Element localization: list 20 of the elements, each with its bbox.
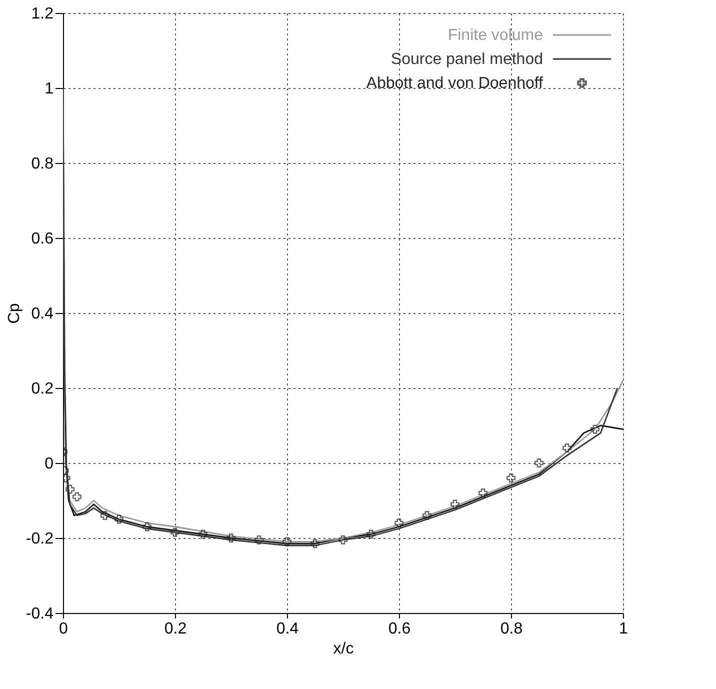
y-tick-label: -0.2	[26, 530, 54, 548]
y-axis-title: Cp	[6, 303, 23, 324]
y-tick-label: 0.2	[31, 380, 54, 398]
x-tick-label: 0.2	[164, 620, 187, 638]
y-tick-label: 0.4	[31, 306, 54, 322]
legend-label: Finite volume	[448, 27, 544, 44]
y-tick-label: 0.6	[31, 230, 54, 248]
x-tick-label: 0.4	[276, 620, 299, 638]
y-tick-label: 1.2	[31, 6, 54, 22]
x-tick-label: 0.8	[500, 620, 523, 638]
x-tick-label: 0	[59, 620, 68, 638]
y-tick-label: -0.4	[26, 606, 54, 622]
x-axis-title: x/c	[333, 640, 354, 658]
x-tick-label: 0.6	[388, 620, 411, 638]
legend-label: Abbott and von Doenhoff	[366, 75, 544, 92]
legend-label: Source panel method	[390, 51, 543, 68]
y-tick-label: 0.8	[31, 156, 54, 172]
y-tick-label: 1	[44, 80, 54, 98]
x-tick-label: 1	[619, 620, 628, 638]
y-tick-label: 0	[44, 456, 54, 472]
